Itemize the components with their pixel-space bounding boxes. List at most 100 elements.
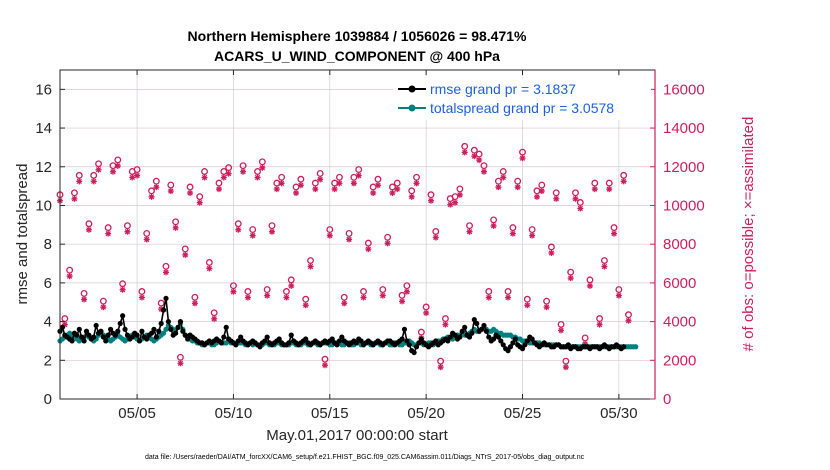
obs-assimilated-stroke [206, 265, 213, 272]
series-point-rmse [79, 334, 85, 340]
obs-possible-marker [75, 171, 83, 179]
obs-assimilated-marker [350, 180, 357, 187]
obs-assimilated-stroke [553, 196, 559, 202]
legend-label-rmse: rmse grand pr = 3.1837 [430, 81, 576, 97]
obs-assimilated-stroke [163, 269, 169, 275]
obs-possible-marker [605, 179, 613, 187]
series-point-rmse [264, 334, 270, 340]
obs-assimilated-marker [81, 296, 88, 303]
obs-assimilated-stroke [351, 180, 357, 186]
obs-assimilated-marker [505, 294, 512, 301]
obs-assimilated-stroke [81, 296, 87, 303]
obs-assimilated-marker [109, 168, 116, 175]
obs-assimilated-stroke [490, 223, 497, 229]
obs-assimilated-marker [403, 288, 410, 295]
obs-assimilated-marker [114, 162, 121, 169]
obs-assimilated-marker [519, 155, 526, 162]
obs-assimilated-marker [389, 189, 396, 196]
obs-assimilated-marker [182, 251, 189, 258]
legend-marker-rmse [408, 85, 416, 93]
series-point-rmse [124, 332, 131, 338]
obs-possible-marker [152, 177, 160, 185]
x-tick-label: 05/15 [311, 405, 349, 422]
series-point-rmse [107, 326, 114, 332]
obs-possible-marker [244, 288, 252, 295]
obs-assimilated-stroke [197, 200, 203, 206]
obs-assimilated-marker [283, 294, 290, 301]
obs-possible-marker [225, 164, 233, 172]
obs-assimilated-stroke [601, 263, 608, 270]
obs-possible-marker [123, 222, 131, 230]
obs-assimilated-marker [365, 246, 372, 253]
obs-assimilated-stroke [592, 186, 598, 192]
obs-possible-marker [591, 179, 599, 187]
obs-assimilated-stroke [115, 163, 121, 169]
obs-assimilated-stroke [100, 304, 107, 310]
obs-possible-marker [596, 315, 604, 323]
obs-assimilated-stroke [519, 155, 526, 161]
y-tick-label-left: 4 [44, 314, 52, 331]
obs-assimilated-stroke [413, 180, 420, 186]
series-point-rmse [399, 336, 405, 342]
obs-assimilated-marker [162, 269, 169, 276]
obs-possible-marker [282, 288, 290, 295]
obs-assimilated-marker [509, 230, 516, 237]
obs-assimilated-marker [148, 193, 155, 200]
obs-possible-marker [470, 146, 478, 154]
obs-assimilated-stroke [259, 165, 266, 171]
series-point-rmse [471, 317, 477, 323]
obs-assimilated-marker [543, 304, 550, 311]
obs-assimilated-marker [90, 178, 97, 185]
series-point-rmse [218, 340, 224, 346]
obs-possible-marker [437, 357, 445, 365]
obs-assimilated-stroke [182, 252, 188, 258]
obs-possible-marker [364, 239, 372, 247]
series-point-rmse [519, 346, 526, 352]
obs-assimilated-stroke [250, 232, 256, 239]
obs-assimilated-stroke [95, 167, 102, 173]
obs-possible-marker [499, 168, 507, 175]
obs-assimilated-stroke [515, 184, 521, 190]
obs-possible-marker [210, 309, 218, 317]
chart-title-line2: ACARS_U_WIND_COMPONENT @ 400 hPa [214, 48, 500, 64]
y-tick-label-left: 6 [44, 275, 52, 292]
obs-possible-marker [148, 187, 155, 195]
obs-assimilated-marker [476, 157, 483, 164]
series-lines [57, 295, 639, 356]
series-point-rmse [466, 334, 473, 340]
obs-possible-marker [485, 288, 493, 295]
obs-possible-marker [326, 226, 334, 234]
series-point-rmse [288, 332, 294, 338]
series-point-rmse [158, 320, 164, 327]
obs-assimilated-stroke [572, 196, 579, 202]
series-point-rmse [180, 328, 186, 334]
series-point-rmse [462, 324, 468, 330]
obs-assimilated-marker [66, 273, 73, 280]
series-point-rmse [276, 336, 282, 342]
series-point-totalspread [160, 330, 167, 336]
obs-possible-marker [90, 171, 98, 179]
obs-possible-marker [133, 166, 141, 174]
obs-assimilated-stroke [437, 364, 444, 370]
obs-assimilated-marker [606, 186, 613, 193]
obs-assimilated-stroke [510, 230, 516, 237]
obs-assimilated-stroke [293, 190, 299, 196]
obs-assimilated-stroke [625, 318, 632, 324]
y-tick-label-right: 16000 [663, 81, 705, 98]
obs-assimilated-marker [254, 174, 261, 181]
obs-assimilated-marker [293, 189, 300, 196]
obs-assimilated-marker [76, 178, 83, 185]
obs-possible-marker [466, 222, 473, 230]
obs-assimilated-marker [355, 172, 362, 179]
obs-assimilated-marker [533, 193, 540, 200]
obs-possible-marker [345, 229, 353, 237]
obs-assimilated-marker [187, 189, 194, 196]
obs-possible-marker [258, 158, 266, 166]
obs-possible-marker [615, 286, 623, 294]
obs-possible-marker [215, 179, 223, 187]
series-point-totalspread [633, 344, 639, 350]
obs-possible-marker [201, 168, 208, 175]
obs-assimilated-marker [461, 149, 468, 156]
obs-assimilated-marker [268, 228, 275, 235]
